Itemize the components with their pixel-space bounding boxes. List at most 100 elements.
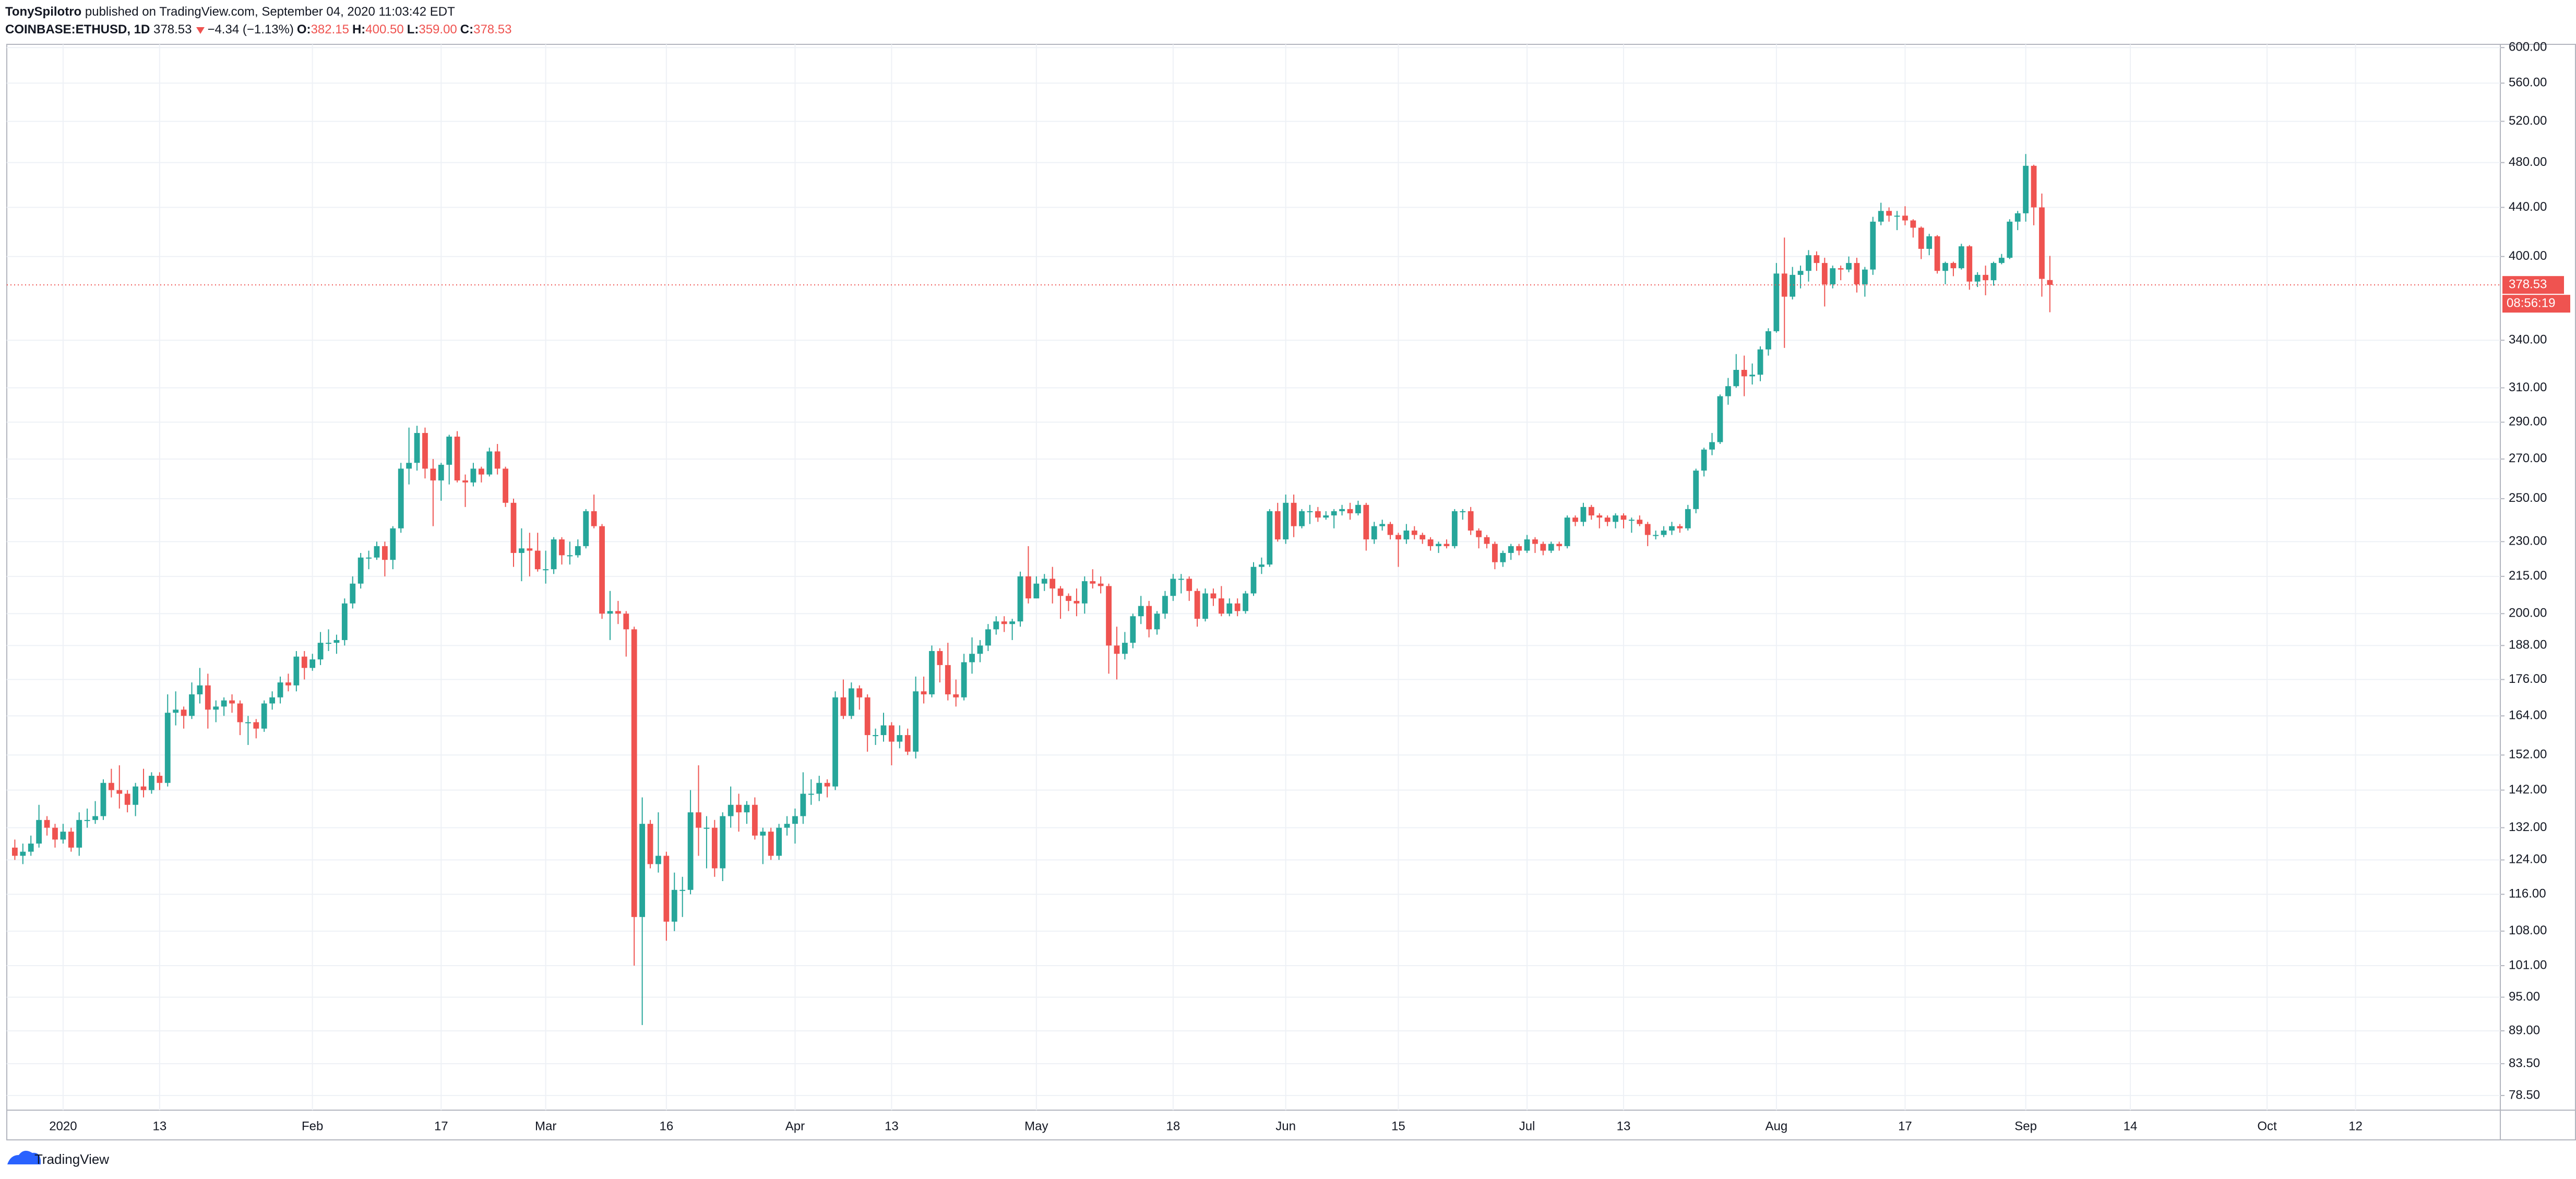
y-tick-label: 600.00 — [2509, 40, 2547, 54]
candle-body — [1886, 211, 1892, 216]
candle-body — [1468, 511, 1474, 531]
candle-body — [904, 735, 911, 752]
candle-body — [1057, 588, 1064, 596]
candle-body — [993, 621, 999, 630]
y-tick-label: 188.00 — [2509, 638, 2547, 652]
y-tick-label: 270.00 — [2509, 451, 2547, 465]
candle-body — [1146, 606, 1152, 630]
candle-body — [149, 776, 154, 790]
candle-body — [1339, 509, 1345, 511]
candle-body — [1218, 598, 1224, 614]
candle-body — [856, 688, 863, 697]
candle-body — [1315, 511, 1321, 518]
candle-body — [1990, 263, 1997, 281]
down-arrow — [196, 27, 205, 34]
candle-body — [52, 827, 58, 840]
candle-body — [728, 804, 734, 816]
candle-body — [245, 722, 251, 724]
candle-body — [1596, 515, 1603, 518]
x-tick-label: Jul — [1519, 1119, 1535, 1133]
candle-body — [1644, 524, 1651, 535]
candle-body — [133, 786, 139, 805]
candle-body — [1741, 369, 1747, 377]
candle-body — [124, 793, 130, 805]
author[interactable]: TonySpilotro — [5, 5, 82, 19]
y-tick-label: 152.00 — [2509, 748, 2547, 762]
candle-body — [1130, 616, 1136, 643]
candle-body — [2023, 165, 2029, 213]
candle-body — [1854, 263, 1860, 284]
candle-body — [1234, 603, 1241, 611]
countdown-label: 08:56:19 — [2507, 296, 2555, 310]
candle-body — [341, 603, 348, 640]
candle-body — [1966, 246, 1973, 282]
change: −4.34 (−1.13%) — [207, 22, 294, 37]
candle-body — [1500, 552, 1506, 562]
candle-body — [181, 709, 187, 716]
candle-body — [253, 722, 259, 729]
candle-body — [1797, 271, 1804, 275]
candle-body — [221, 700, 227, 707]
candle-body — [1484, 537, 1490, 544]
candle-body — [100, 783, 106, 816]
candle-body — [1862, 269, 1868, 284]
candle-body — [1403, 530, 1410, 539]
candle-body — [889, 725, 895, 742]
candle-body — [519, 548, 524, 553]
candle-body — [671, 889, 677, 922]
y-tick-label: 560.00 — [2509, 76, 2547, 90]
candle-body — [1790, 274, 1796, 297]
candle-body — [599, 526, 605, 614]
candles — [12, 154, 2053, 1025]
candle-body — [1918, 227, 1924, 249]
candle-body — [309, 659, 316, 668]
candle-body — [1766, 331, 1771, 350]
candle-body — [1846, 263, 1852, 270]
candle-body — [382, 546, 388, 560]
candle-body — [961, 662, 967, 697]
candle-body — [1999, 258, 2005, 263]
candle-body — [1090, 581, 1096, 584]
candle-body — [1806, 255, 1811, 271]
candle-body — [1017, 576, 1023, 622]
x-tick-label: 13 — [152, 1119, 166, 1133]
candle-body — [1749, 375, 1755, 377]
candle-body — [76, 820, 82, 848]
candle-body — [969, 654, 975, 663]
candle-body — [374, 546, 380, 558]
candle-body — [390, 528, 396, 560]
candle-body — [157, 776, 163, 783]
candle-body — [1814, 255, 1820, 263]
candle-body — [12, 847, 18, 856]
candle-body — [2014, 213, 2021, 222]
candle-body — [1194, 591, 1200, 619]
candle-body — [711, 827, 718, 869]
candle-body — [1355, 504, 1361, 513]
candle-body — [1098, 583, 1104, 586]
candle-body — [1050, 579, 1056, 589]
candle-body — [494, 451, 500, 469]
candle-body — [84, 820, 90, 821]
candle-body — [116, 790, 123, 794]
candle-body — [1009, 621, 1016, 624]
candle-body — [929, 651, 935, 694]
symbol[interactable]: COINBASE:ETHUSD, 1D — [5, 22, 150, 37]
candle-body — [1307, 511, 1313, 512]
candle-body — [1411, 530, 1417, 535]
x-tick-label: May — [1024, 1119, 1048, 1133]
candle-body — [1781, 273, 1787, 297]
candle-body — [1685, 509, 1691, 528]
last-price-box — [2502, 276, 2564, 294]
candle-body — [1106, 586, 1112, 646]
candle-body — [1323, 515, 1329, 518]
candle-body — [1902, 215, 1908, 221]
candle-body — [832, 697, 838, 787]
candle-body — [422, 432, 428, 469]
x-tick-label: 16 — [660, 1119, 674, 1133]
candle-body — [1170, 579, 1176, 596]
candle-body — [1387, 524, 1393, 535]
candle-body — [503, 468, 508, 503]
candle-body — [269, 697, 276, 704]
candle-body — [575, 546, 581, 556]
ohlc-value: 378.53 — [473, 22, 512, 37]
